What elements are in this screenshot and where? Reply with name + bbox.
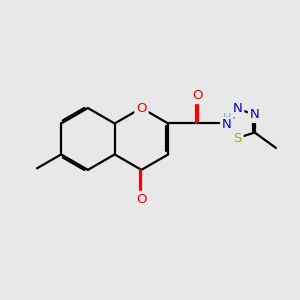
Text: O: O (192, 89, 203, 102)
Text: N: N (222, 118, 232, 131)
Text: N: N (250, 108, 260, 121)
Text: O: O (136, 193, 147, 206)
Text: H: H (223, 113, 231, 123)
Text: S: S (233, 132, 242, 145)
Text: O: O (136, 101, 147, 115)
Text: N: N (233, 102, 242, 116)
